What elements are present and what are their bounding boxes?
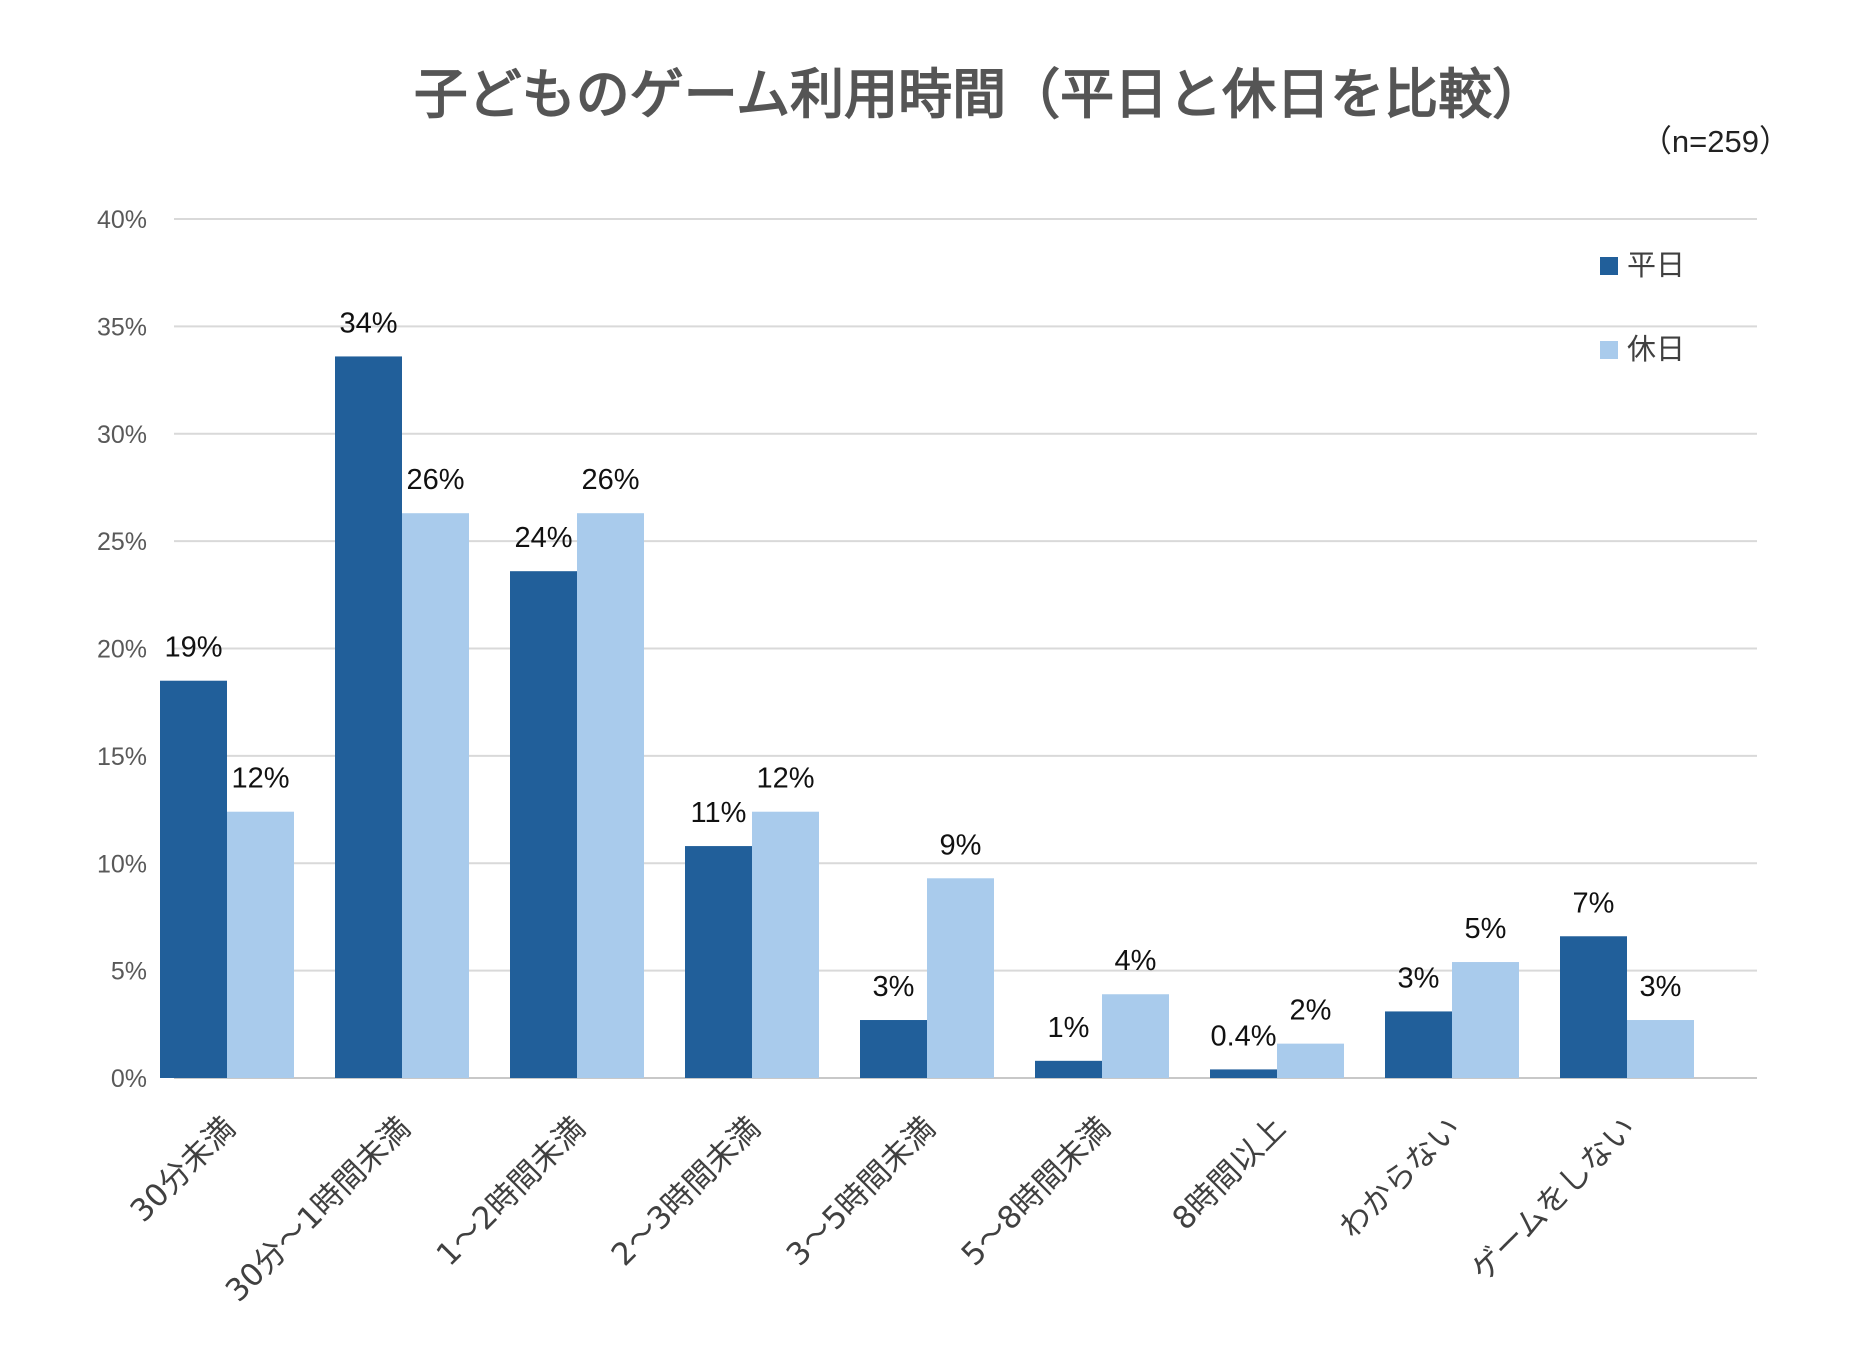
data-label: 19%	[164, 632, 222, 664]
bars	[160, 356, 1694, 1078]
data-label: 0.4%	[1210, 1020, 1276, 1052]
legend-swatch	[1600, 341, 1618, 359]
legend-label: 休日	[1627, 332, 1685, 366]
data-label: 2%	[1290, 995, 1332, 1027]
bar-休日-8時間以上	[1277, 1043, 1344, 1078]
data-label: 3%	[1640, 971, 1682, 1003]
x-tick-label: ゲームをしない	[1464, 1110, 1642, 1288]
bar-平日-30分未満	[160, 680, 227, 1078]
y-tick-label: 5%	[111, 958, 147, 986]
y-tick-label: 20%	[97, 636, 147, 664]
y-tick-label: 15%	[97, 743, 147, 771]
bar-休日-わからない	[1452, 962, 1519, 1078]
x-tick-label: わからない	[1333, 1110, 1468, 1245]
data-label: 26%	[406, 464, 464, 496]
bar-休日-30分未満	[227, 811, 294, 1078]
bar-休日-1～2時間未満	[577, 513, 644, 1078]
bar-平日-30分～1時間未満	[335, 356, 402, 1078]
bar-平日-わからない	[1385, 1011, 1452, 1078]
data-label: 1%	[1048, 1012, 1090, 1044]
x-tick-label: 2～3時間未満	[605, 1110, 768, 1273]
y-tick-label: 25%	[97, 528, 147, 556]
data-labels: 19% 34% 24% 11% 3% 1% 0.4% 3% 7% 12% 26% 26% 12% 9% 4%…	[164, 307, 1681, 1052]
x-tick-label: 8時間以上	[1166, 1110, 1293, 1237]
y-tick-label: 35%	[97, 313, 147, 341]
data-label: 24%	[514, 522, 572, 554]
x-tick-label: 30分未満	[124, 1110, 243, 1229]
y-tick-label: 0%	[111, 1065, 147, 1093]
data-label: 4%	[1115, 945, 1157, 977]
data-label: 3%	[873, 971, 915, 1003]
y-tick-label: 30%	[97, 421, 147, 449]
y-tick-label: 40%	[97, 206, 147, 234]
data-label: 26%	[581, 464, 639, 496]
bar-平日-5～8時間未満	[1035, 1060, 1102, 1078]
bar-休日-ゲームをしない	[1627, 1020, 1694, 1078]
bar-平日-8時間以上	[1210, 1069, 1277, 1078]
bar-平日-ゲームをしない	[1560, 936, 1627, 1078]
x-tick-label: 30分～1時間未満	[219, 1110, 418, 1309]
legend-label: 平日	[1627, 248, 1685, 282]
sample-size-note: （n=259）	[1641, 124, 1790, 159]
data-label: 3%	[1398, 962, 1440, 994]
data-label: 9%	[940, 829, 982, 861]
data-label: 5%	[1465, 913, 1507, 945]
bar-休日-30分～1時間未満	[402, 513, 469, 1078]
data-label: 12%	[756, 763, 814, 795]
legend-swatch	[1600, 257, 1618, 275]
data-label: 34%	[339, 307, 397, 339]
x-tick-label: 5～8時間未満	[955, 1110, 1118, 1273]
y-tick-label: 10%	[97, 850, 147, 878]
chart-title: 子どものゲーム利用時間（平日と休日を比較）	[414, 63, 1546, 126]
data-label: 12%	[231, 763, 289, 795]
bar-平日-3～5時間未満	[860, 1020, 927, 1078]
x-tick-label: 3～5時間未満	[780, 1110, 943, 1273]
bar-休日-5～8時間未満	[1102, 994, 1169, 1078]
y-axis-ticks: 0% 5% 10% 15% 20% 25% 30% 35% 40%	[97, 206, 147, 1093]
bar-休日-3～5時間未満	[927, 878, 994, 1078]
data-label: 11%	[691, 797, 747, 829]
bar-平日-1～2時間未満	[510, 571, 577, 1078]
bar-平日-2～3時間未満	[685, 846, 752, 1078]
bar-休日-2～3時間未満	[752, 811, 819, 1078]
data-label: 7%	[1573, 887, 1615, 919]
x-tick-label: 1～2時間未満	[430, 1110, 593, 1273]
